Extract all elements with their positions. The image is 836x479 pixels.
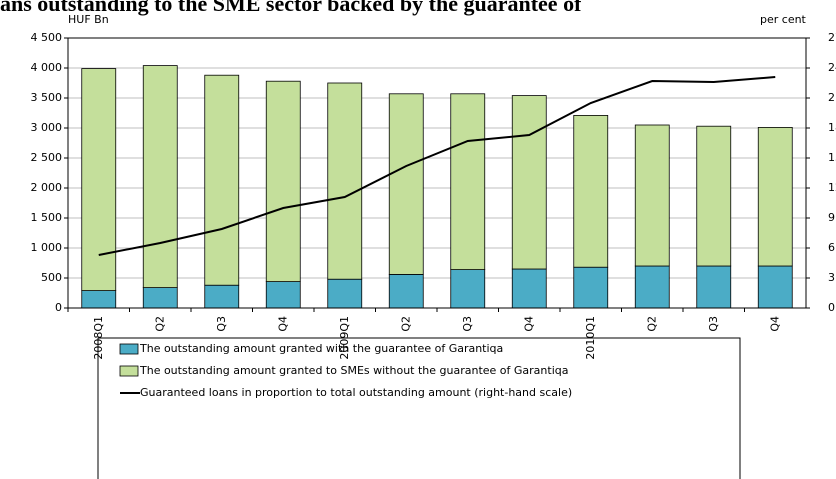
y2-tick-label: 6 — [828, 241, 835, 254]
bar — [573, 115, 609, 268]
y2-tick-label: 21 — [828, 91, 836, 104]
bar — [142, 287, 178, 309]
y-tick-label: 2 500 — [31, 151, 63, 164]
y2-tick-label: 24 — [828, 61, 836, 74]
x-tick-label: Q2 — [153, 316, 166, 332]
bar — [265, 80, 301, 282]
y-tick-label: 4 500 — [31, 31, 63, 44]
legend-box — [97, 337, 741, 479]
bar — [81, 290, 117, 309]
bar — [327, 278, 363, 309]
bar — [204, 74, 240, 286]
legend-swatch — [119, 343, 139, 355]
y2-tick-label: 3 — [828, 271, 835, 284]
bar — [388, 273, 424, 309]
y2-tick-label: 15 — [828, 151, 836, 164]
legend-label: The outstanding amount granted with the … — [139, 342, 503, 355]
bar — [450, 93, 486, 271]
bar — [142, 65, 178, 288]
bar — [81, 68, 117, 291]
x-tick-label: Q4 — [276, 316, 289, 332]
chart-title: ans outstanding to the SME sector backed… — [0, 0, 582, 16]
bar — [634, 124, 670, 267]
y-tick-label: 500 — [41, 271, 62, 284]
bar — [265, 281, 301, 309]
legend-label: The outstanding amount granted to SMEs w… — [139, 364, 568, 377]
bar — [511, 268, 547, 309]
bar — [388, 93, 424, 275]
y2-tick-label: 18 — [828, 121, 836, 134]
x-tick-label: Q3 — [461, 316, 474, 332]
bar — [757, 127, 793, 267]
bar — [634, 265, 670, 309]
line — [98, 76, 776, 256]
y2-tick-label: 9 — [828, 211, 835, 224]
x-tick-label: Q3 — [707, 316, 720, 332]
y2-tick-label: 27 — [828, 31, 836, 44]
plot-frame — [67, 37, 807, 309]
legend-label: Guaranteed loans in proportion to total … — [140, 386, 572, 399]
y2-tick-label: 0 — [828, 301, 835, 314]
bar — [511, 95, 547, 270]
y-tick-label: 3 500 — [31, 91, 63, 104]
bar — [327, 82, 363, 280]
y-tick-label: 3 000 — [31, 121, 63, 134]
bar — [757, 265, 793, 309]
bar — [573, 266, 609, 309]
y-tick-label: 4 000 — [31, 61, 63, 74]
legend-swatch — [119, 365, 139, 377]
bar — [450, 269, 486, 309]
bar — [696, 265, 732, 309]
x-tick-label: Q2 — [645, 316, 658, 332]
y-tick-label: 2 000 — [31, 181, 63, 194]
y-tick-label: 1 000 — [31, 241, 63, 254]
x-tick-label: Q2 — [399, 316, 412, 332]
y-axis-label: HUF Bn — [68, 13, 109, 26]
y-tick-label: 1 500 — [31, 211, 63, 224]
x-tick-label: 2009Q1 — [338, 316, 351, 360]
x-tick-label: Q4 — [522, 316, 535, 332]
bar — [696, 125, 732, 267]
x-tick-label: Q4 — [768, 316, 781, 332]
x-tick-label: 2008Q1 — [92, 316, 105, 360]
y-tick-label: 0 — [55, 301, 62, 314]
y2-tick-label: 12 — [828, 181, 836, 194]
x-tick-label: Q3 — [215, 316, 228, 332]
bar — [204, 284, 240, 309]
y2-axis-label: per cent — [760, 13, 807, 26]
x-tick-label: 2010Q1 — [584, 316, 597, 360]
